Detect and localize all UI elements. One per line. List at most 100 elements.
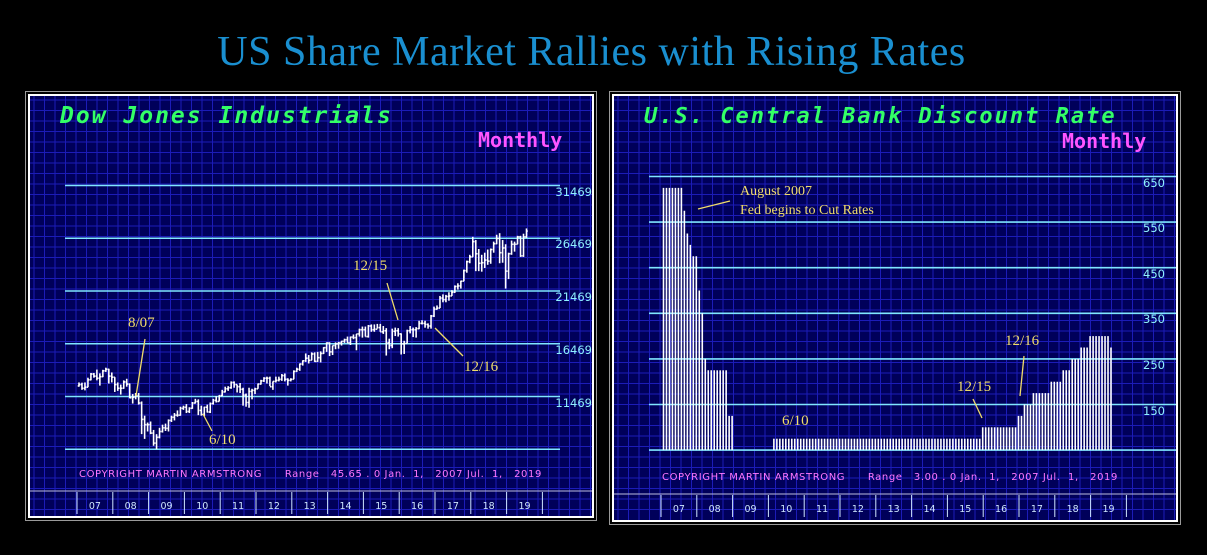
rate-y-label: 550	[1143, 221, 1165, 236]
rate-x-axis-ticks	[660, 495, 1127, 517]
dow-year-label-16: 16	[411, 501, 424, 512]
dow-bar	[444, 294, 448, 303]
dow-leader-6-10	[202, 413, 213, 432]
dow-bar	[235, 383, 239, 393]
dow-bar	[358, 328, 361, 337]
discount-rate-chart-panel: U.S. Central Bank Discount Rate Monthly …	[609, 91, 1181, 525]
dow-bar	[462, 269, 466, 282]
dow-bar	[271, 380, 275, 390]
dow-bar	[486, 249, 490, 265]
dow-bar	[408, 326, 412, 334]
dow-annotation-6-10: 6/10	[209, 432, 236, 448]
dow-bar	[274, 376, 278, 383]
dow-jones-chart-panel: Dow Jones Industrials Monthly COPYRIGHT …	[25, 91, 597, 521]
dow-period-label: Monthly	[478, 128, 563, 152]
rate-copyright: COPYRIGHT MARTIN ARMSTRONG Range 3.00 . …	[662, 472, 1118, 483]
dow-bar	[217, 394, 221, 403]
chart-background	[30, 96, 592, 516]
dow-year-label-11: 11	[232, 501, 245, 512]
dow-bar	[343, 338, 346, 343]
dow-bar	[417, 320, 421, 330]
dow-y-label: 26469	[555, 237, 592, 252]
rate-year-label-14: 14	[923, 504, 936, 515]
chart-background	[614, 96, 1176, 520]
dow-bar	[223, 386, 227, 393]
rate-year-label-10: 10	[780, 504, 793, 515]
rate-leader-august-2007	[697, 200, 731, 210]
dow-bar	[405, 329, 409, 345]
dow-bar	[208, 402, 212, 414]
dow-year-label-17: 17	[446, 501, 459, 512]
dow-bar	[474, 240, 478, 272]
dow-copyright: COPYRIGHT MARTIN ARMSTRONG Range 45.65 .…	[79, 469, 542, 480]
dow-bar	[220, 389, 224, 397]
rate-level-lines	[649, 175, 1176, 451]
dow-bar	[319, 351, 322, 363]
dow-bar	[89, 372, 93, 381]
dow-bar	[298, 363, 302, 371]
dow-bar	[384, 328, 388, 356]
rate-leader-12-15	[972, 398, 983, 419]
dow-bar	[259, 379, 263, 385]
dow-bar	[253, 387, 257, 395]
dow-bar	[77, 382, 81, 387]
dow-bar	[390, 328, 394, 349]
dow-bar	[411, 327, 415, 338]
dow-bar	[402, 340, 406, 354]
rate-annotation-lines	[697, 200, 1025, 419]
dow-bar	[525, 228, 528, 238]
rate-year-label-19: 19	[1102, 504, 1115, 515]
dow-bar	[468, 254, 472, 264]
dow-bar	[268, 376, 272, 388]
rate-year-label-07: 07	[672, 504, 685, 515]
dow-annotation-12-16: 12/16	[464, 359, 499, 375]
dow-bar	[459, 280, 463, 289]
dow-bar	[286, 378, 290, 386]
rate-annotation-fed-cut: Fed begins to Cut Rates	[740, 203, 874, 218]
dow-level-lines	[65, 184, 560, 451]
dow-bar	[191, 401, 194, 410]
dow-annotation-lines	[135, 282, 464, 432]
dow-bar	[214, 396, 218, 403]
dow-bar	[370, 324, 373, 332]
dow-bar	[507, 252, 510, 280]
dow-bar	[143, 415, 146, 439]
dow-bar	[426, 323, 430, 329]
dow-bar	[173, 413, 176, 421]
dow-bar	[498, 233, 501, 264]
dow-bar	[211, 398, 215, 405]
dow-bar	[265, 376, 269, 384]
rate-annotation-august-2007: August 2007	[740, 184, 812, 199]
dow-bar	[292, 370, 296, 381]
dow-bar	[453, 285, 457, 294]
dow-year-label-10: 10	[196, 501, 209, 512]
dow-year-label-14: 14	[339, 501, 352, 512]
dow-year-label-12: 12	[267, 501, 280, 512]
dow-bar	[516, 235, 519, 246]
dow-bar	[197, 399, 200, 416]
dow-bar	[450, 290, 454, 297]
dow-bar	[325, 342, 328, 352]
dow-bar	[393, 327, 397, 337]
dow-bar	[387, 338, 391, 350]
dow-bar	[519, 235, 522, 257]
dow-bar	[492, 241, 495, 253]
dow-bar	[262, 377, 266, 382]
dow-bar	[456, 283, 460, 290]
dow-y-label: 21469	[555, 290, 592, 304]
dow-bar	[504, 244, 507, 289]
rate-period-label: Monthly	[1062, 129, 1147, 153]
dow-bar	[277, 376, 281, 382]
dow-bar	[381, 326, 385, 334]
dow-bar	[232, 381, 236, 388]
dow-bar	[131, 394, 134, 404]
dow-price-bars	[77, 228, 528, 450]
dow-bar	[170, 415, 173, 423]
rate-year-label-09: 09	[744, 504, 757, 515]
dow-bar	[355, 333, 358, 351]
dow-bar	[510, 240, 513, 255]
dow-bar	[244, 393, 248, 407]
dow-bar	[289, 378, 293, 382]
dow-bar	[182, 405, 185, 410]
dow-annotation-8-07: 8/07	[128, 315, 155, 331]
